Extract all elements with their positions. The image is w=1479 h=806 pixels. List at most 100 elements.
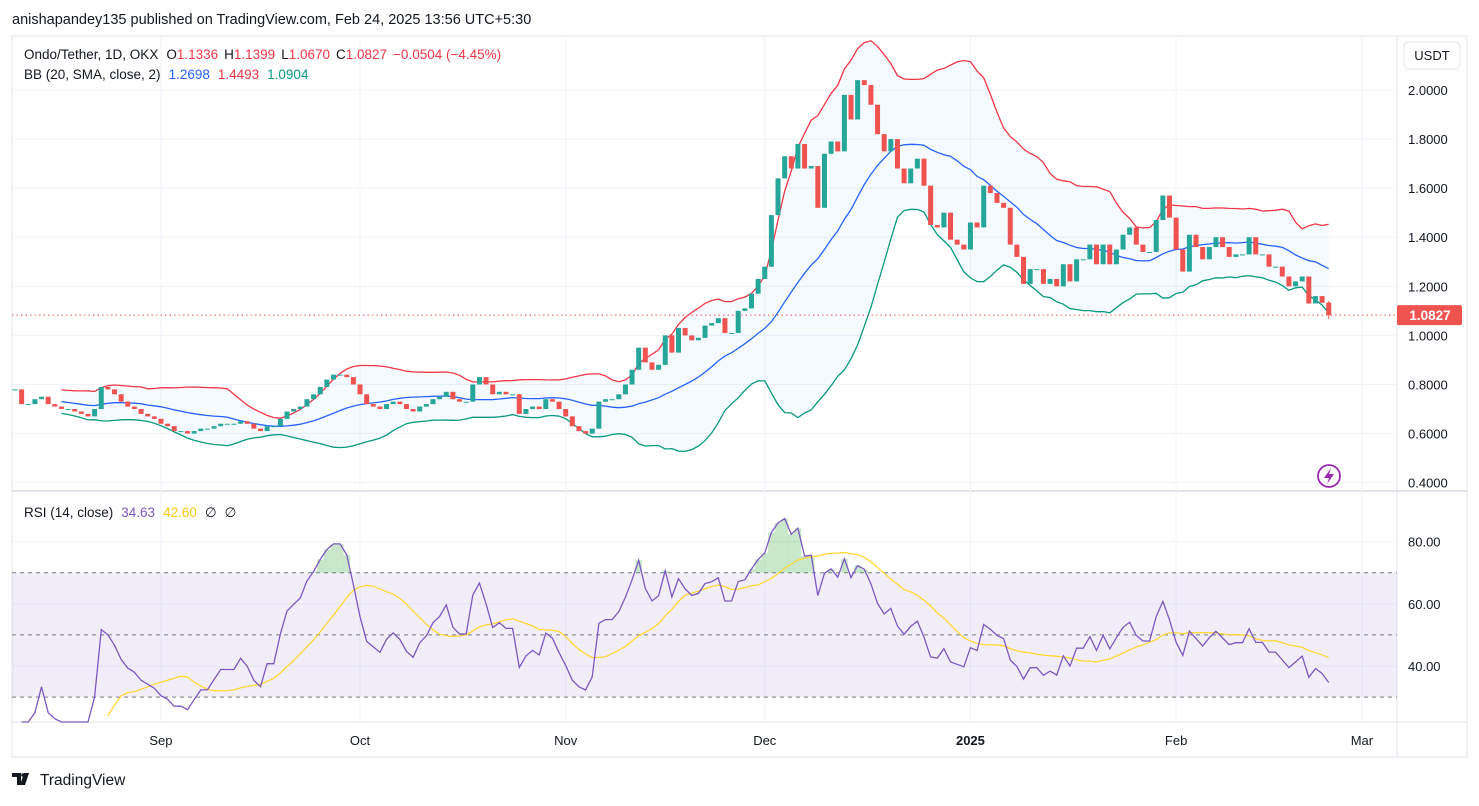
candle-body [1259, 254, 1265, 256]
rsi-legend[interactable]: RSI (14, close) 34.63 42.60 ∅ ∅ [24, 505, 236, 520]
candle-body [583, 431, 589, 434]
candle-body [1127, 227, 1133, 235]
candle-body [437, 396, 443, 400]
candle-body [821, 153, 827, 208]
candle-body [868, 85, 874, 105]
rsi-overbought-fill [841, 558, 848, 573]
rsi-ma-line [107, 551, 1329, 716]
candle-body [802, 143, 808, 169]
rsi-overbought-fill [330, 543, 337, 573]
candle-body [1312, 296, 1318, 304]
candle-body [311, 394, 317, 400]
rsi-overbought-fill [748, 568, 755, 573]
candle-body [543, 399, 549, 410]
candle-body [1166, 195, 1172, 218]
rsi-tick-label: 40.00 [1408, 659, 1441, 674]
candle-body [271, 426, 277, 428]
grid [12, 36, 1397, 722]
candle-body [330, 374, 336, 380]
candle-body [277, 418, 283, 427]
candle-body [224, 423, 230, 425]
rsi-overbought-fill [768, 532, 775, 573]
candle-body [92, 409, 98, 417]
candle-body [961, 244, 967, 250]
candle-body [1180, 249, 1186, 272]
candle-body [735, 310, 741, 333]
candle-body [1133, 227, 1139, 245]
candle-body [861, 80, 867, 86]
tradingview-logo-text: TradingView [40, 772, 126, 789]
candle-body [1027, 269, 1033, 284]
candle-body [815, 166, 821, 208]
candle-body [463, 401, 469, 403]
candle-body [496, 391, 502, 395]
candle-body [125, 401, 131, 407]
chart-frame [11, 35, 1468, 758]
price-tick-label: 0.4000 [1408, 476, 1448, 491]
rsi-pane [12, 517, 1397, 723]
rsi-ma-value: 42.60 [163, 505, 197, 520]
candle-body [1153, 220, 1159, 252]
candle-body [317, 386, 323, 395]
candle-body [1087, 244, 1093, 260]
rsi-overbought-fill [343, 554, 351, 573]
candle-body [1120, 234, 1126, 250]
rsi-overbought-fill [827, 568, 835, 573]
candle-body [238, 421, 244, 424]
candle-body [218, 423, 224, 427]
candle-body [1107, 244, 1113, 265]
candle-body [1113, 249, 1119, 265]
candle-body [52, 404, 58, 407]
bb-basis-value: 1.2698 [169, 67, 210, 82]
change-value: −0.0504 (−4.45%) [393, 47, 501, 62]
low-value: 1.0670 [289, 47, 330, 62]
candle-body [185, 431, 191, 434]
candle-body [410, 409, 416, 412]
candle-body [131, 406, 137, 410]
candle-body [795, 143, 801, 169]
candle-body [908, 168, 914, 184]
candle-body [642, 347, 648, 363]
candle-body [530, 406, 536, 410]
candle-body [709, 323, 715, 326]
candle-body [569, 416, 575, 427]
rsi-empty-value: ∅ [225, 505, 237, 520]
candle-body [596, 401, 602, 429]
currency-button[interactable] [1403, 41, 1461, 70]
candle-body [549, 399, 555, 402]
candle-body [1007, 207, 1013, 245]
currency-label: USDT [1414, 48, 1449, 63]
rsi-overbought-fill [801, 556, 808, 573]
candle-body [470, 384, 476, 402]
candle-body [768, 215, 774, 267]
rsi-overbought-fill [860, 569, 868, 573]
candle-body [12, 389, 18, 391]
candle-body [151, 416, 157, 419]
bb-legend[interactable]: BB (20, SMA, close, 2) 1.2698 1.4493 1.0904 [24, 67, 309, 82]
tradingview-logo-icon[interactable] [12, 773, 29, 785]
candle-body [65, 409, 71, 411]
candle-body [748, 293, 754, 309]
candle-body [344, 374, 350, 378]
candle-body [954, 239, 960, 245]
rsi-overbought-fill [787, 534, 795, 573]
candle-body [324, 379, 330, 387]
candle-body [622, 384, 628, 395]
candle-body [1034, 269, 1040, 271]
lightning-icon[interactable] [1317, 464, 1341, 488]
rsi-tick-label: 80.00 [1408, 535, 1441, 550]
candle-body [1266, 254, 1272, 267]
bb-fill [61, 40, 1329, 452]
candle-body [702, 325, 708, 338]
candle-body [894, 139, 900, 169]
price-tick-label: 1.0000 [1408, 328, 1448, 343]
symbol-title[interactable]: Ondo/Tether, 1D, OKX [24, 47, 158, 62]
candle-body [676, 328, 681, 353]
candle-body [1021, 256, 1027, 284]
high-value: 1.1399 [234, 47, 275, 62]
open-value: 1.1336 [177, 47, 218, 62]
candle-body [722, 318, 728, 333]
rsi-overbought-fill [774, 523, 782, 573]
candle-body [563, 409, 569, 417]
